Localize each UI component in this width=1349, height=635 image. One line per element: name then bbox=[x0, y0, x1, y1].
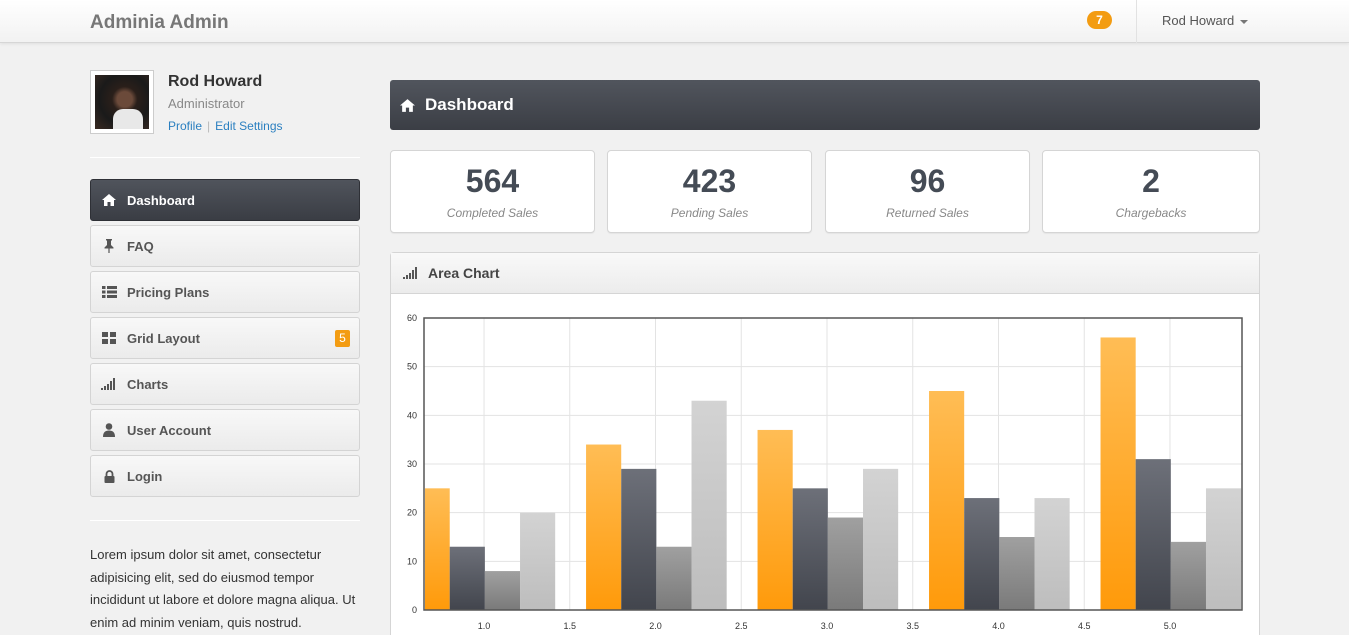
navbar-divider bbox=[1136, 0, 1137, 43]
bar-chart: 0 10 20 30 40 50 60 1.0 1.5 2.0 2.5 3.0 3.5 4.0 4.5 5.0 bbox=[407, 313, 1243, 631]
sidebar-item-pricing-plans[interactable]: Pricing Plans bbox=[90, 271, 360, 313]
signal-bars-icon bbox=[403, 267, 419, 279]
signal-bars-icon bbox=[101, 376, 117, 392]
sidebar-divider bbox=[90, 157, 360, 158]
x-tick-label: 3.5 bbox=[906, 621, 919, 631]
avatar bbox=[90, 70, 154, 134]
sidebar-item-charts[interactable]: Charts bbox=[90, 363, 360, 405]
y-tick-label: 0 bbox=[412, 605, 417, 615]
bar-series-2 bbox=[621, 468, 657, 610]
profile-links: Profile | Edit Settings bbox=[168, 119, 283, 133]
link-separator: | bbox=[207, 119, 211, 133]
bar-series-3 bbox=[656, 546, 692, 610]
top-navbar: Adminia Admin 7 Rod Howard bbox=[0, 0, 1349, 43]
sidebar-divider bbox=[90, 520, 360, 521]
panel-header: Area Chart bbox=[391, 253, 1259, 294]
stat-label: Pending Sales bbox=[670, 206, 749, 220]
sidebar-item-label: FAQ bbox=[127, 238, 154, 254]
plot-frame bbox=[423, 317, 1243, 611]
bar-series-4 bbox=[1034, 498, 1070, 610]
user-icon bbox=[101, 422, 117, 438]
bar-series-4 bbox=[863, 468, 899, 610]
brand-logo[interactable]: Adminia Admin bbox=[90, 12, 229, 33]
bar-series-4 bbox=[520, 512, 556, 610]
stat-label: Returned Sales bbox=[886, 206, 969, 220]
x-tick-label: 1.0 bbox=[478, 621, 491, 631]
stat-value: 96 bbox=[909, 163, 946, 199]
edit-settings-link[interactable]: Edit Settings bbox=[215, 119, 283, 133]
area-chart-panel: Area Chart 0 10 20 30 40 50 60 1.0 1.5 2.0 2.5 3.0 3… bbox=[390, 252, 1260, 635]
home-icon bbox=[101, 192, 117, 208]
x-tick-label: 1.5 bbox=[564, 621, 577, 631]
y-tick-label: 10 bbox=[407, 556, 417, 566]
sidebar-item-grid-layout[interactable]: Grid Layout 5 bbox=[90, 317, 360, 359]
bar-series-3 bbox=[484, 571, 521, 610]
y-tick-label: 40 bbox=[407, 410, 417, 420]
x-tick-label: 5.0 bbox=[1164, 621, 1177, 631]
profile-link[interactable]: Profile bbox=[168, 119, 203, 133]
sidebar-item-label: Pricing Plans bbox=[127, 284, 210, 300]
bar-series-4 bbox=[1205, 488, 1242, 610]
sidebar-item-dashboard[interactable]: Dashboard bbox=[90, 179, 360, 221]
grid-icon bbox=[101, 330, 117, 346]
sidebar-item-label: Grid Layout bbox=[127, 330, 200, 346]
x-tick-label: 3.0 bbox=[821, 621, 834, 631]
x-tick-label: 4.5 bbox=[1078, 621, 1091, 631]
bar-series-2 bbox=[792, 488, 828, 610]
pushpin-icon bbox=[101, 238, 117, 254]
bar-series-3 bbox=[1170, 541, 1206, 610]
grid-layout-badge: 5 bbox=[335, 330, 350, 347]
bar-series-1 bbox=[757, 429, 793, 610]
profile-name: Rod Howard bbox=[168, 73, 263, 90]
page-header: Dashboard bbox=[390, 80, 1260, 130]
bar-series-1 bbox=[1100, 337, 1136, 610]
sidebar-item-login[interactable]: Login bbox=[90, 455, 360, 497]
stat-value: 423 bbox=[682, 163, 737, 199]
caret-down-icon bbox=[1240, 19, 1249, 24]
bar-series-2 bbox=[1135, 459, 1171, 610]
stat-pending-sales: 423 Pending Sales bbox=[607, 150, 812, 233]
bar-series-3 bbox=[999, 537, 1035, 610]
y-tick-label: 50 bbox=[407, 362, 417, 372]
bar-series-2 bbox=[964, 498, 1000, 610]
user-menu-dropdown[interactable]: Rod Howard bbox=[1162, 13, 1249, 28]
sidebar-item-faq[interactable]: FAQ bbox=[90, 225, 360, 267]
sidebar-item-label: Login bbox=[127, 468, 163, 484]
bar-series-2 bbox=[449, 546, 485, 610]
list-icon bbox=[101, 284, 117, 300]
stat-label: Completed Sales bbox=[446, 206, 539, 220]
y-tick-label: 20 bbox=[407, 508, 417, 518]
avatar-photo bbox=[95, 75, 149, 129]
sidebar-item-label: Dashboard bbox=[127, 192, 195, 208]
x-tick-label: 2.0 bbox=[649, 621, 662, 631]
bar-series-3 bbox=[827, 517, 864, 610]
sidebar-text: Lorem ipsum dolor sit amet, consectetur … bbox=[90, 547, 356, 630]
bar-series-4 bbox=[691, 400, 727, 610]
sidebar-item-label: Charts bbox=[127, 376, 169, 392]
stat-completed-sales: 564 Completed Sales bbox=[390, 150, 595, 233]
sidebar-item-label: User Account bbox=[127, 422, 212, 438]
x-tick-label: 4.0 bbox=[992, 621, 1005, 631]
panel-title: Area Chart bbox=[428, 265, 500, 281]
stat-label: Chargebacks bbox=[1115, 206, 1187, 220]
sidebar-item-user-account[interactable]: User Account bbox=[90, 409, 360, 451]
stat-returned-sales: 96 Returned Sales bbox=[825, 150, 1030, 233]
lock-icon bbox=[101, 468, 117, 484]
stat-value: 564 bbox=[465, 163, 520, 199]
bar-series-1 bbox=[929, 391, 965, 610]
y-tick-label: 30 bbox=[407, 459, 417, 469]
notification-badge[interactable]: 7 bbox=[1087, 11, 1112, 29]
bar-series-1 bbox=[425, 488, 450, 610]
profile-role: Administrator bbox=[168, 96, 245, 111]
bar-series-1 bbox=[586, 444, 622, 610]
x-tick-label: 2.5 bbox=[735, 621, 748, 631]
page-title: Dashboard bbox=[425, 95, 514, 114]
user-menu-name: Rod Howard bbox=[1162, 13, 1235, 28]
y-tick-label: 60 bbox=[407, 313, 417, 323]
stat-chargebacks: 2 Chargebacks bbox=[1042, 150, 1260, 233]
stat-value: 2 bbox=[1142, 163, 1160, 199]
home-icon bbox=[400, 98, 415, 112]
